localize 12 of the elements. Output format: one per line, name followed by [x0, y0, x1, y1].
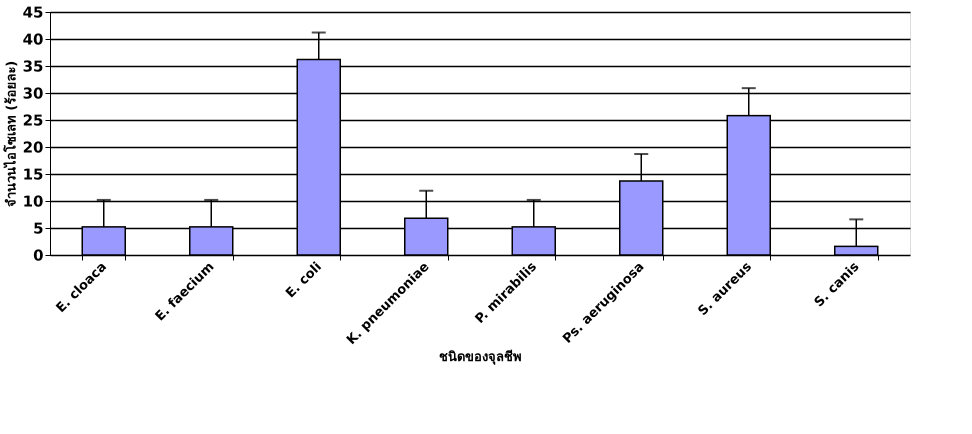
y-tick-label: 10: [22, 192, 44, 210]
y-tick-label: 15: [22, 166, 44, 184]
x-axis-title: ชนิดของจุลชีพ: [439, 349, 522, 366]
y-tick-label: 40: [22, 30, 44, 48]
y-tick-label: 35: [22, 58, 44, 76]
y-tick-label: 25: [22, 112, 44, 130]
y-tick-label: 30: [22, 84, 44, 102]
y-axis-title: จำนวนไอโซเลท (ร้อยละ): [2, 60, 20, 208]
y-tick-label: 45: [22, 4, 44, 22]
y-tick-label: 0: [33, 246, 44, 264]
y-tick-label: 20: [22, 138, 44, 156]
y-tick-label: 5: [33, 220, 44, 238]
